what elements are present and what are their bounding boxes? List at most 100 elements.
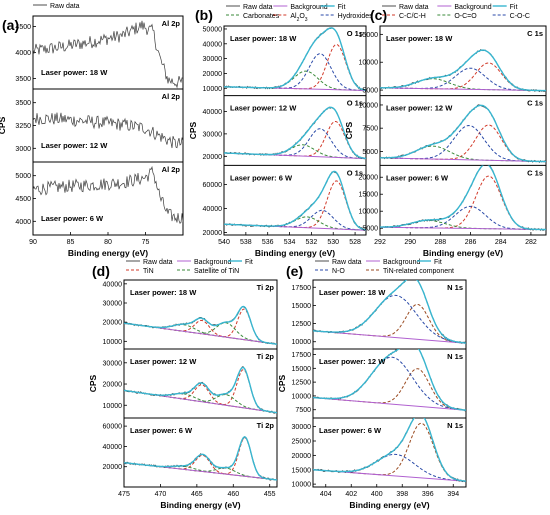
subplot-e-2: 10000 15000 20000 25000 30000 N 1s Laser power… (292, 417, 466, 489)
legend-label-background: Background (290, 4, 327, 11)
y-tick-label: 17500 (292, 285, 312, 292)
component-tin (124, 454, 277, 481)
y-tick-label: 30000 (103, 301, 123, 308)
plot-area (380, 104, 546, 163)
x-tick-label: 394 (447, 491, 459, 498)
fit-line (313, 349, 466, 411)
y-tick-label: 20000 (203, 154, 223, 161)
panel-label-a: (a) (2, 17, 19, 33)
x-tick-label: 282 (525, 239, 537, 246)
y-tick-label: 20000 (103, 382, 123, 389)
plot-area (313, 418, 466, 483)
x-tick-label: 460 (227, 491, 239, 498)
fit-line (224, 27, 366, 91)
component-c-o-c (380, 124, 546, 163)
y-tick-label: 20000 (359, 175, 379, 182)
component-tin (124, 369, 277, 414)
power-label: Laser power: 6 W (386, 173, 449, 182)
region-label: N 1s (447, 352, 463, 361)
subplot-c-2: 5000 10000 15000 20000 C 1s Laser power: 6 W (359, 164, 546, 233)
plot-area (224, 106, 366, 160)
power-label: Laser power: 6 W (230, 173, 293, 182)
legend-label-fit: Fit (338, 4, 346, 11)
legend-b: Raw data Background Fit Carbonates Al2O3 Hydr… (226, 4, 373, 23)
component-carbonates (224, 144, 366, 160)
panel-c: (c) Raw data Background Fit C-C/C-H O-C=O C-O-… (344, 4, 547, 258)
power-label: Laser power: 12 W (386, 104, 453, 113)
y-tick-label: 5000 (362, 149, 378, 156)
power-label: Laser power: 18 W (41, 68, 108, 77)
component-c-c-c-h (380, 175, 546, 231)
panel-e: (e) Raw data Background Fit N-O TiN-related c… (277, 259, 467, 510)
y-tick-label: 4000 (15, 219, 31, 226)
x-tick-label: 80 (104, 239, 112, 246)
y-tick-label: 10000 (359, 60, 379, 67)
legend-label-raw-data: Raw data (332, 259, 362, 266)
legend-label-raw-data: Raw data (399, 4, 429, 11)
region-label: N 1s (447, 421, 463, 430)
y-tick-label: 40000 (203, 109, 223, 116)
y-tick-label: 30000 (292, 424, 312, 431)
x-tick-label: 455 (264, 491, 276, 498)
legend-label-o-c-o: O-C=O (454, 13, 477, 20)
panel-label-b: (b) (195, 7, 213, 23)
power-label: Laser power: 6 W (41, 214, 104, 223)
legend-label-background: Background (194, 259, 231, 266)
subplot-d-2: 20000 40000 60000 Ti 2p Laser power: 6 W (103, 417, 277, 481)
y-tick-label: 10000 (203, 86, 223, 93)
plot-area (33, 112, 183, 149)
plot-area (124, 436, 277, 481)
plot-area (224, 170, 366, 231)
y-tick-label: 30000 (203, 56, 223, 63)
region-label: O 1s (347, 29, 363, 38)
subplot-a-1: 3000 3250 3500 Al 2p Laser power: 12 W (15, 88, 183, 153)
background-line (313, 397, 466, 411)
y-tick-label: 10000 (292, 339, 312, 346)
plot-area (124, 366, 277, 414)
x-tick-label: 536 (262, 239, 274, 246)
raw-data-line (33, 112, 183, 149)
y-axis-label: CPS (88, 374, 98, 392)
y-tick-label: 40000 (203, 206, 223, 213)
background-line (313, 330, 466, 344)
x-tick-label: 288 (435, 239, 447, 246)
y-tick-label: 5000 (15, 173, 31, 180)
y-tick-label: 40000 (103, 444, 123, 451)
y-tick-label: 15000 (292, 366, 312, 373)
legend-label-carbonates: Carbonates (243, 13, 280, 20)
legend-label-raw-data: Raw data (243, 4, 273, 11)
y-tick-label: 12500 (292, 321, 312, 328)
region-label: O 1s (347, 168, 363, 177)
y-tick-label: 3500 (15, 76, 31, 83)
x-tick-label: 75 (142, 239, 150, 246)
x-tick-label: 465 (191, 491, 203, 498)
y-tick-label: 30000 (103, 360, 123, 367)
legend-label-raw-data: Raw data (143, 259, 173, 266)
y-tick-label: 10000 (292, 393, 312, 400)
legend-label-tin: TiN (143, 268, 154, 275)
y-tick-label: 3250 (15, 123, 31, 130)
y-tick-label: 60000 (203, 182, 223, 189)
plot-area (313, 280, 466, 345)
y-tick-label: 10000 (103, 403, 123, 410)
y-tick-label: 4000 (15, 50, 31, 57)
region-label: C 1s (527, 29, 543, 38)
component-hydroxides (224, 128, 366, 160)
y-tick-label: 4500 (15, 196, 31, 203)
region-label: Al 2p (162, 165, 181, 174)
plot-area (33, 165, 183, 224)
panel-label-c: (c) (370, 7, 387, 23)
raw-data-line (33, 20, 183, 89)
x-tick-label: 404 (320, 491, 332, 498)
panel-d: (d) Raw data Background Fit TiN Satellite of … (88, 259, 278, 510)
x-axis-label: Binding energy (eV) (160, 500, 240, 510)
y-axis-label: CPS (0, 116, 7, 134)
plot-area (124, 305, 277, 345)
fit-line (380, 104, 546, 163)
region-label: Ti 2p (257, 352, 275, 361)
x-axis-label: Binding energy (eV) (423, 248, 503, 258)
frame-d (123, 279, 278, 488)
power-label: Laser power: 18 W (230, 34, 297, 43)
y-tick-label: 50000 (203, 26, 223, 33)
power-label: Laser power: 6 W (130, 426, 193, 435)
